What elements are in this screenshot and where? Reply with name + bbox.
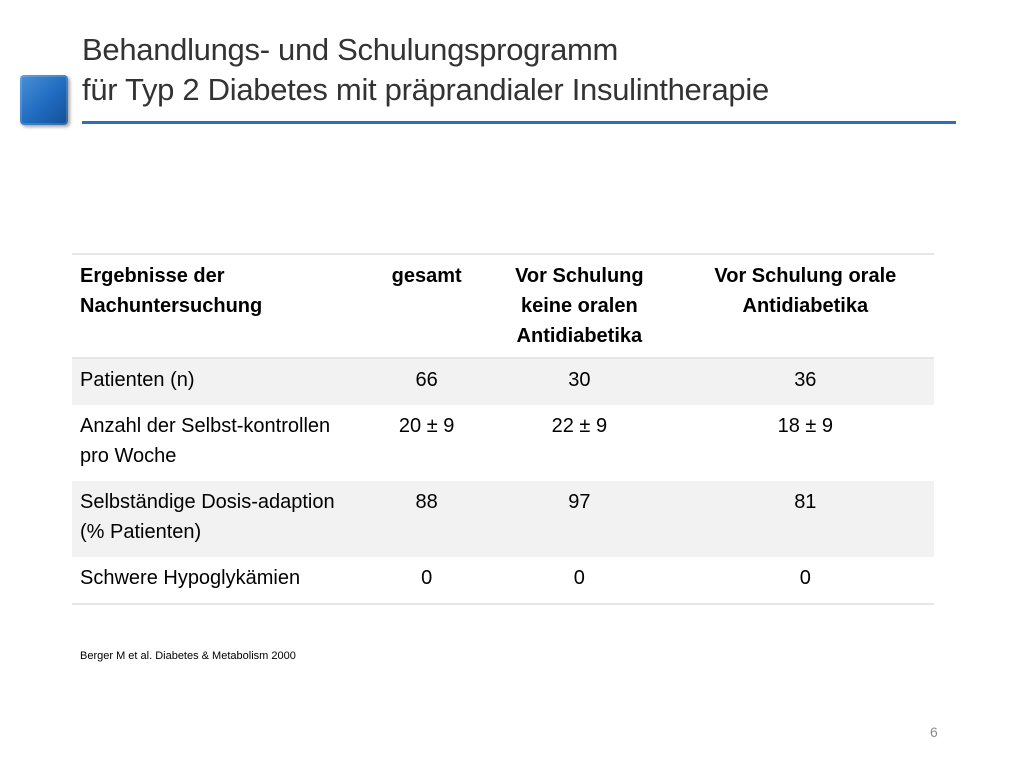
results-table-body: Patienten (n) 66 30 36 Anzahl der Selbst… bbox=[72, 358, 934, 604]
cell-total: 66 bbox=[415, 369, 438, 391]
row-label: Schwere Hypoglykämien bbox=[80, 567, 301, 589]
cell-total: 20 ± 9 bbox=[398, 415, 455, 437]
cell-oral: 0 bbox=[799, 567, 811, 589]
slide-title-line-1: Behandlungs- und Schulungsprogramm bbox=[82, 32, 619, 67]
cell-no-oral: 22 ± 9 bbox=[551, 415, 608, 437]
header-oral: Vor Schulung orale Antidiabetika bbox=[714, 265, 897, 317]
slide-title-line-2: für Typ 2 Diabetes mit präprandialer Ins… bbox=[82, 72, 769, 107]
header-row: Ergebnisse der Nachuntersuchung gesamt V… bbox=[72, 254, 934, 358]
table-row: Schwere Hypoglykämien 0 0 0 bbox=[72, 557, 934, 604]
cell-total: 0 bbox=[421, 567, 433, 589]
table-row: Anzahl der Selbst-kontrollen pro Woche 2… bbox=[72, 405, 934, 481]
cell-no-oral: 0 bbox=[573, 567, 585, 589]
header-total: gesamt bbox=[391, 265, 462, 287]
row-label: Patienten (n) bbox=[80, 369, 195, 391]
cell-total: 88 bbox=[415, 491, 438, 513]
cell-oral: 18 ± 9 bbox=[777, 415, 834, 437]
cell-oral: 36 bbox=[794, 369, 817, 391]
row-label: Selbständige Dosis-adaption (% Patienten… bbox=[80, 491, 335, 543]
citation: Berger M et al. Diabetes & Metabolism 20… bbox=[80, 650, 296, 662]
header-results: Ergebnisse der Nachuntersuchung bbox=[80, 265, 263, 317]
results-table: Ergebnisse der Nachuntersuchung gesamt V… bbox=[72, 253, 934, 605]
table-row: Patienten (n) 66 30 36 bbox=[72, 358, 934, 405]
page-number: 6 bbox=[930, 724, 938, 740]
results-table-header: Ergebnisse der Nachuntersuchung gesamt V… bbox=[72, 254, 934, 358]
cell-oral: 81 bbox=[794, 491, 817, 513]
cell-no-oral: 30 bbox=[568, 369, 591, 391]
title-underline bbox=[82, 121, 956, 124]
table-row: Selbständige Dosis-adaption (% Patienten… bbox=[72, 481, 934, 557]
row-label: Anzahl der Selbst-kontrollen pro Woche bbox=[80, 415, 331, 467]
slide-title: Behandlungs- und Schulungsprogramm für T… bbox=[82, 30, 962, 110]
header-no-oral: Vor Schulung keine oralen Antidiabetika bbox=[515, 265, 644, 347]
cell-no-oral: 97 bbox=[568, 491, 591, 513]
title-square-icon bbox=[20, 75, 68, 125]
